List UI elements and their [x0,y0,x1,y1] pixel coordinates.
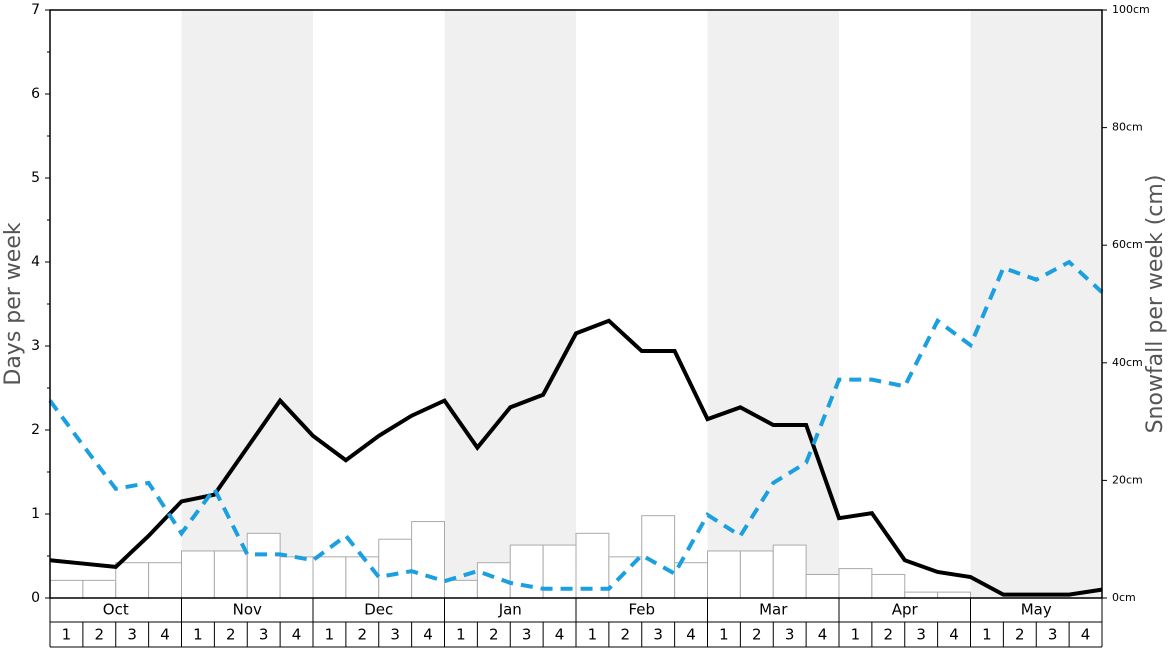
y2-tick-label: 40cm [1112,356,1143,369]
y-axis-title: Days per week [1,222,26,385]
y2-tick-label: 100cm [1112,3,1150,16]
y2-tick-label: 80cm [1112,121,1143,134]
week-label: 2 [489,626,499,644]
week-label: 4 [160,626,170,644]
week-label: 4 [1081,626,1091,644]
y2-tick-label: 20cm [1112,473,1143,486]
snowfall-bar [904,591,939,599]
month-band [970,10,1102,598]
snowfall-bar [444,579,478,599]
snowfall-bar [49,579,84,599]
month-band [707,10,839,598]
month-label: Dec [364,601,393,619]
week-label: 1 [456,626,466,644]
snowfall-bar [82,579,117,599]
snowfall-bar [871,573,906,599]
week-label: 3 [916,626,926,644]
week-label: 2 [752,626,762,644]
week-label: 4 [555,626,565,644]
snowfall-bar [279,556,314,599]
week-label: 2 [884,626,894,644]
week-label: 4 [423,626,433,644]
week-label: 4 [818,626,828,644]
y-tick-label: 4 [31,254,40,270]
week-label: 3 [653,626,663,644]
y-tick-label: 1 [31,506,40,522]
snowfall-bar [115,562,150,599]
snowfall-bar [312,556,347,599]
week-label: 1 [62,626,72,644]
snowfall-bar [707,550,741,599]
week-label: 2 [226,626,236,644]
week-label: 2 [95,626,105,644]
week-label: 2 [1015,626,1025,644]
y-tick-label: 5 [31,170,40,186]
week-label: 1 [193,626,203,644]
y2-tick-label: 60cm [1112,238,1143,251]
snowfall-bar [213,550,248,599]
snowfall-bar [181,550,215,599]
week-label: 3 [522,626,532,644]
week-label: 3 [390,626,400,644]
week-label: 4 [949,626,959,644]
snowfall-bar [246,532,281,599]
week-label: 1 [588,626,598,644]
snowfall-bar [739,550,774,599]
week-label: 3 [1048,626,1058,644]
week-label: 1 [719,626,729,644]
week-label: 1 [982,626,992,644]
snowfall-bar [509,544,544,599]
snowfall-bar [838,568,873,599]
snowfall-bar [937,591,971,599]
month-label: Feb [628,601,655,619]
snowfall-bar [345,556,380,599]
week-label: 1 [851,626,861,644]
week-label: 1 [325,626,335,644]
month-label: Oct [103,601,129,619]
snowfall-bar [674,562,708,599]
week-label: 3 [259,626,269,644]
snowfall-bar [148,562,182,599]
dashed-line [48,259,1104,591]
month-label: Nov [233,601,262,619]
y-tick-label: 3 [31,338,40,354]
snowfall-bar [805,573,840,599]
snowfall-bar [378,538,413,599]
plot-frame [49,9,1103,599]
month-band [181,10,313,598]
week-label: 4 [686,626,696,644]
week-label: 2 [621,626,631,644]
y-tick-label: 2 [31,422,40,438]
solid-line [49,318,1103,597]
week-label: 2 [358,626,368,644]
month-label: Apr [892,601,919,619]
month-label: Jan [498,601,522,619]
snowfall-bar [411,521,445,599]
month-label: Mar [759,601,788,619]
y-tick-label: 6 [31,86,40,102]
week-label: 3 [127,626,137,644]
month-band [444,10,576,598]
y2-tick-label: 0cm [1112,591,1136,604]
week-label: 3 [785,626,795,644]
snowfall-bar [772,544,807,599]
week-label: 4 [292,626,302,644]
y-tick-label: 0 [31,590,40,606]
y-tick-label: 7 [31,2,40,18]
month-label: May [1021,601,1052,619]
y2-axis-title: Snowfall per week (cm) [1143,175,1168,434]
